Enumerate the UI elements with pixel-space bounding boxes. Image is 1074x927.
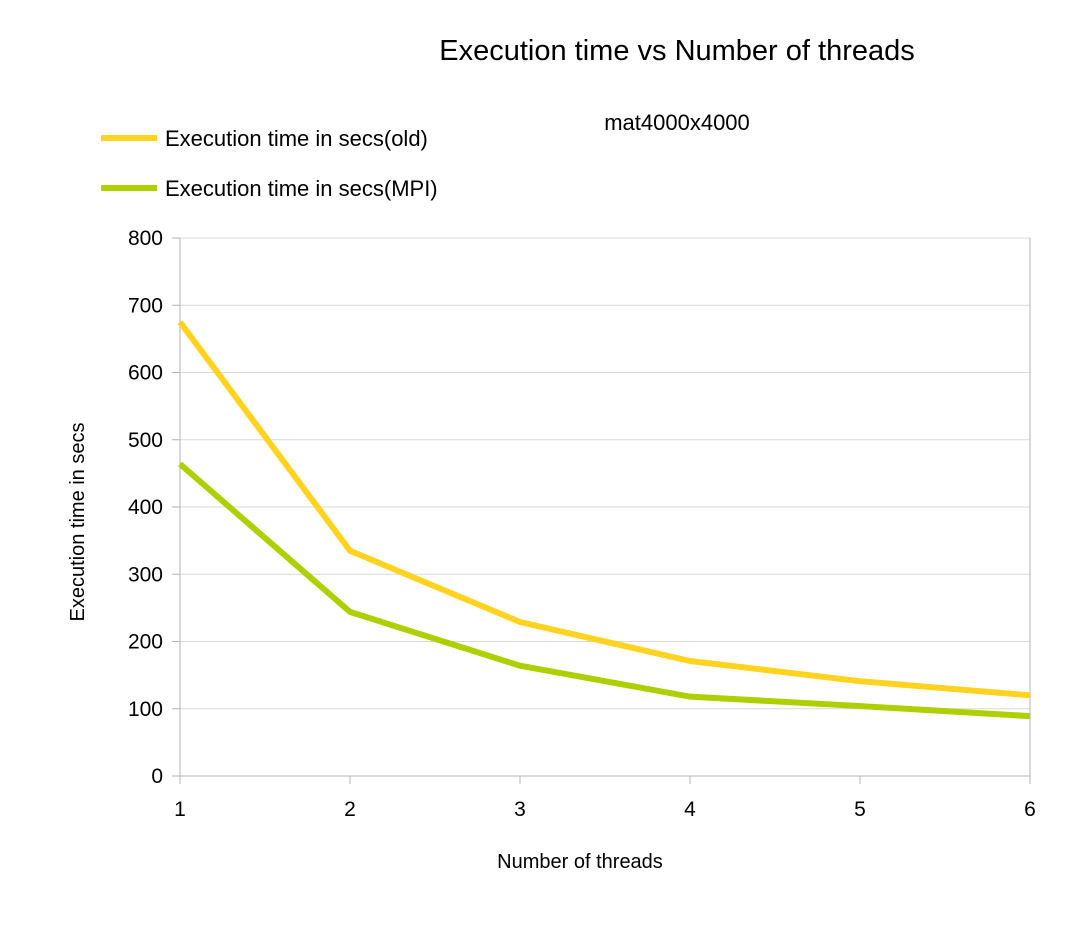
chart-title: Execution time vs Number of threads (439, 35, 914, 67)
y-tick-label: 200 (128, 631, 163, 654)
tick-labels: 0 100 200 300 400 500 600 700 800 1 2 3 4 5 6 (128, 227, 1036, 821)
y-axis-title: Execution time in secs (67, 423, 89, 622)
legend-label-2: Execution time in secs(MPI) (165, 176, 438, 201)
y-tick-label: 700 (128, 294, 163, 317)
legend: Execution time in secs(old) Execution tim… (101, 126, 438, 201)
x-tick-label: 6 (1024, 798, 1036, 821)
x-tick-label: 1 (174, 798, 186, 821)
x-tick-label: 3 (514, 798, 526, 821)
chart-subtitle: mat4000x4000 (604, 110, 750, 135)
y-tick-label: 300 (128, 563, 163, 586)
y-tick-label: 600 (128, 362, 163, 385)
x-tick-label: 5 (854, 798, 866, 821)
series-line-2 (178, 461, 1031, 720)
legend-label-1: Execution time in secs(old) (165, 126, 428, 151)
x-tick-label: 2 (344, 798, 356, 821)
y-tick-label: 400 (128, 496, 163, 519)
y-tick-label: 500 (128, 429, 163, 452)
x-tick-label: 4 (684, 798, 696, 821)
x-axis-title: Number of threads (497, 851, 663, 873)
y-tick-label: 100 (128, 698, 163, 721)
gridlines (180, 237, 1030, 710)
y-tick-label: 800 (128, 227, 163, 250)
series-line-1 (177, 320, 1031, 699)
axes (172, 237, 1031, 784)
series-group (177, 320, 1031, 720)
y-tick-label: 0 (151, 765, 163, 788)
